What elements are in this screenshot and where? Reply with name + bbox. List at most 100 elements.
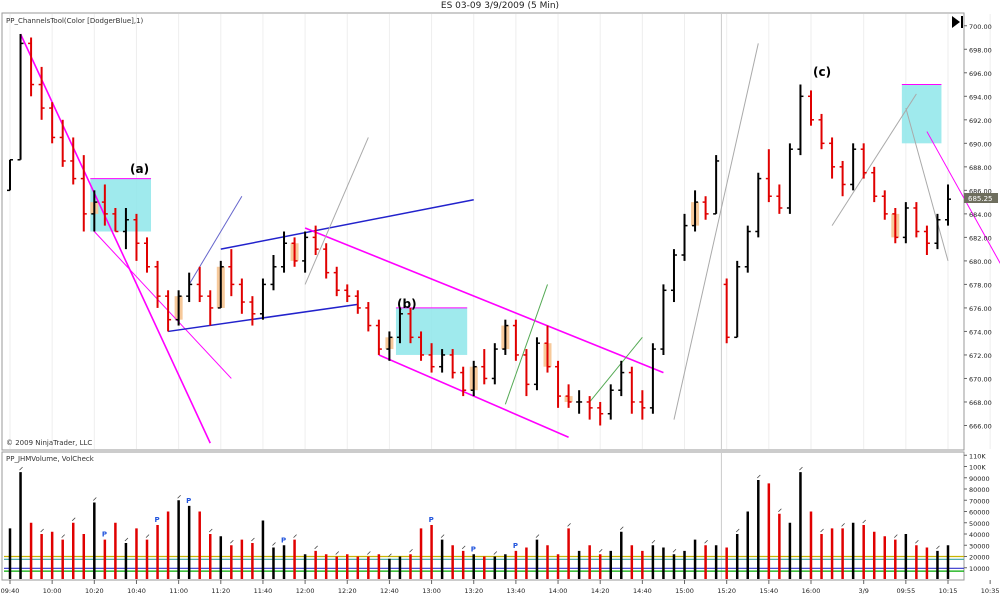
volume-value-marker (672, 548, 677, 553)
time-tick-label: 3/9 (858, 587, 868, 595)
volume-tick-label: 90000 (969, 475, 990, 483)
volume-tick-label: 100K (969, 464, 986, 472)
channel-line (926, 131, 1000, 264)
channel-line (304, 137, 369, 285)
channel-line (93, 231, 232, 379)
price-tick-label: 698.00 (969, 46, 992, 54)
price-tick-label: 680.00 (969, 258, 992, 266)
channel-line (188, 195, 243, 285)
volume-value-marker (535, 534, 540, 538)
time-tick-label: 10:00 (43, 587, 62, 595)
price-indicator-label: PP_ChannelsTool(Color [DodgerBlue],1) (6, 17, 144, 25)
price-tick-label: 700.00 (969, 23, 992, 31)
volume-value-marker (735, 528, 740, 533)
volume-value-marker (820, 528, 824, 533)
time-tick-label: 10:40 (127, 587, 146, 595)
volume-value-marker (862, 519, 866, 524)
price-tick-label: 694.00 (969, 93, 992, 101)
axes: 666.00 668.00 670.00 672.00 674.00 676.00 678.… (1, 23, 1000, 595)
channel-line (19, 33, 211, 444)
price-plot (7, 14, 1000, 579)
volume-value-marker (124, 537, 129, 542)
volume-value-marker (894, 534, 898, 538)
price-tick-label: 670.00 (969, 375, 992, 383)
time-tick-label: 11:00 (169, 587, 188, 595)
volume-value-marker (367, 551, 371, 555)
time-tick-label: 09:55 (896, 587, 915, 595)
volume-peak-marker: P (429, 516, 434, 524)
volume-indicator-label: PP_JHMVolume, VolCheck (6, 455, 95, 463)
current-price-marker: 685.25 (964, 193, 998, 203)
volume-peak-marker: P (471, 545, 476, 553)
time-tick-label: 12:40 (380, 587, 399, 595)
volume-value-marker (799, 466, 803, 471)
price-tick-label: 672.00 (969, 352, 992, 360)
time-tick-label: 14:40 (633, 587, 652, 595)
price-tick-label: 684.00 (969, 211, 992, 219)
time-tick-label: 11:40 (254, 587, 273, 595)
volume-value-marker (251, 537, 255, 542)
volume-value-marker (915, 539, 919, 544)
volume-tick-label: 60000 (969, 509, 990, 517)
volume-value-marker (314, 545, 318, 550)
volume-value-marker (61, 534, 65, 538)
pattern-zone-c (901, 84, 942, 144)
volume-value-marker (778, 508, 782, 513)
volume-tick-label: 70000 (969, 497, 990, 505)
time-tick-label: 14:20 (591, 587, 610, 595)
channel-line (504, 284, 548, 405)
volume-value-marker (704, 539, 708, 544)
channel-line (905, 107, 949, 262)
volume-tick-label: 110K (969, 452, 986, 460)
volume-tick-label: 20000 (969, 554, 990, 562)
copyright-label: © 2009 NinjaTrader, LLC (6, 439, 92, 447)
channel-line (831, 93, 917, 226)
volume-value-marker (440, 534, 445, 538)
volume-value-marker (598, 548, 603, 553)
volume-value-marker (145, 534, 150, 538)
price-tick-label: 696.00 (969, 70, 992, 78)
volume-peak-marker: P (281, 536, 286, 544)
volume-tick-label: 50000 (969, 520, 990, 528)
volume-value-marker (651, 539, 656, 544)
volume-plot: P P P P P P P (4, 466, 964, 579)
pattern-label-c: (c) (813, 65, 831, 79)
time-tick-label: 10:20 (85, 587, 104, 595)
volume-tick-label: 80000 (969, 486, 990, 494)
window-title: ES 03-09 3/9/2009 (5 Min) (440, 1, 560, 11)
volume-value-marker (71, 517, 76, 522)
channel-line (220, 199, 474, 250)
time-tick-label: 13:20 (464, 587, 483, 595)
price-tick-label: 688.00 (969, 164, 992, 172)
volume-value-marker (619, 526, 624, 531)
volume-peak-marker: P (513, 542, 518, 550)
time-tick-label: 15:20 (717, 587, 736, 595)
volume-value-marker (93, 497, 97, 501)
volume-value-marker (409, 548, 413, 553)
time-tick-label: 10:35 (981, 587, 1000, 595)
price-tick-label: 682.00 (969, 234, 992, 242)
volume-value-marker (272, 542, 276, 546)
time-tick-label: 15:40 (759, 587, 778, 595)
volume-value-marker (177, 494, 181, 499)
time-tick-label: 13:40 (507, 587, 526, 595)
channel-line (673, 43, 759, 420)
price-tick-label: 692.00 (969, 117, 992, 125)
time-tick-label: 12:20 (338, 587, 357, 595)
time-tick-label: 12:00 (296, 587, 315, 595)
volume-value-marker (936, 545, 940, 550)
time-tick-label: 14:00 (549, 587, 568, 595)
volume-value-marker (567, 523, 571, 527)
volume-peak-marker: P (102, 531, 107, 539)
pattern-label-b: (b) (397, 297, 417, 311)
price-tick-label: 678.00 (969, 281, 992, 289)
price-tick-label: 668.00 (969, 399, 992, 407)
play-icon[interactable] (952, 16, 963, 28)
price-tick-label: 686.00 (969, 187, 992, 195)
volume-value-marker (208, 528, 213, 533)
time-tick-label: 15:00 (675, 587, 694, 595)
volume-value-marker (461, 545, 466, 550)
volume-peak-marker: P (186, 497, 191, 505)
